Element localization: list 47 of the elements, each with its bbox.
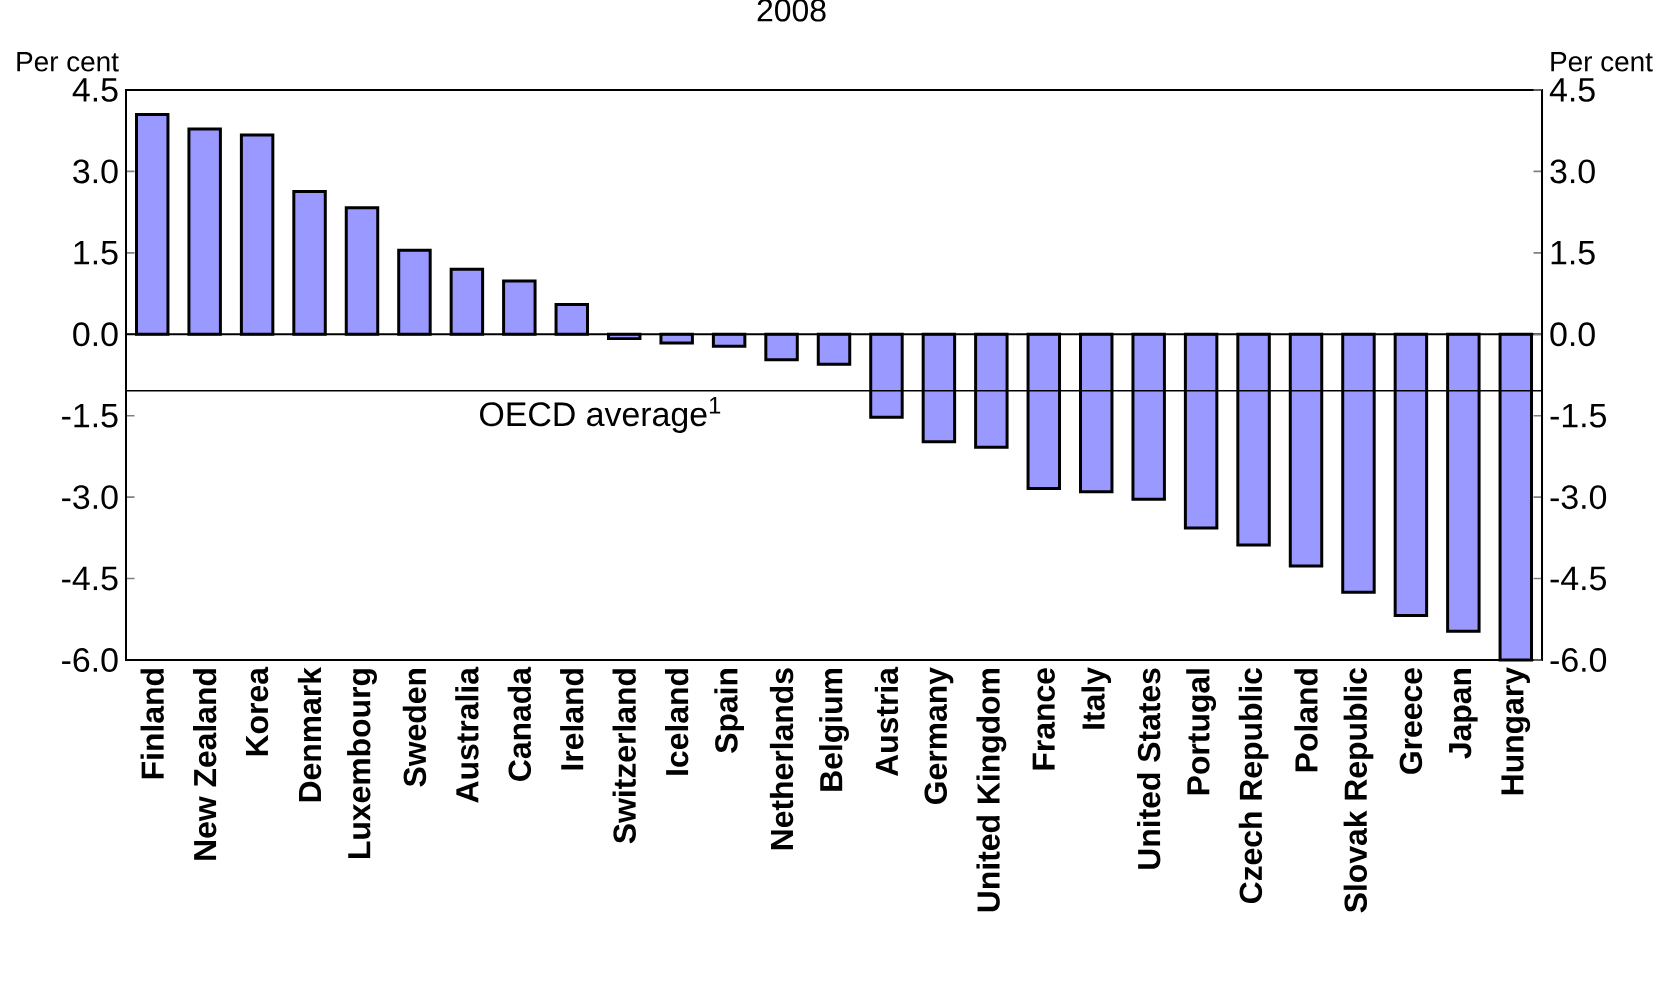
y2-tick-label: 0.0 [1550, 322, 1595, 347]
x-tick-label: Slovak Republic [1343, 668, 1374, 913]
x-tick-label: Iceland [664, 669, 689, 775]
x-tick-label: United States [1136, 668, 1161, 869]
y-tick-label: 4.5 [72, 78, 118, 102]
x-tick-label: Belgium [819, 669, 849, 791]
y2-tick-label: -1.5 [1550, 403, 1606, 428]
x-tick-label: Switzerland [612, 669, 636, 844]
x-tick-label: Ireland [560, 669, 584, 770]
x-tick-label: Canada [507, 666, 532, 781]
chart-title: 2008 [757, 0, 826, 22]
x-tick-label: Portugal [1186, 669, 1217, 795]
x-tick-label: New Zealand [192, 669, 217, 860]
y-tick-label: 3.0 [73, 159, 118, 184]
y-tick-label: -3.0 [62, 485, 118, 510]
x-tick-label: Korea [245, 666, 269, 756]
x-tick-label: Czech Republic [1238, 668, 1269, 904]
x-tick-label: Japan [1449, 669, 1478, 759]
x-tick-label: Finland [140, 669, 164, 779]
y-tick-label: -6.0 [62, 648, 118, 672]
x-tick-label: Spain [714, 669, 744, 753]
y-tick-label: -1.5 [62, 403, 118, 428]
y-tick-label: -4.5 [62, 566, 118, 591]
x-tick-label: France [1032, 668, 1055, 770]
x-tick-label: Sweden [402, 669, 427, 787]
x-tick-label: Poland [1294, 669, 1318, 772]
y2-axis-title: Per cent [1551, 52, 1653, 72]
y-tick-label: 1.5 [74, 241, 118, 265]
x-tick-label: Hungary [1501, 667, 1531, 795]
x-tick-label: Denmark [297, 667, 322, 802]
y2-tick-label: 3.0 [1550, 159, 1595, 184]
y2-tick-label: 4.5 [1549, 78, 1595, 102]
y2-tick-label: 1.5 [1551, 241, 1595, 265]
x-tick-label: Australia [455, 666, 479, 803]
ref-line-label: OECD average$^{1}$ [480, 397, 721, 433]
x-tick-label: United Kingdom [976, 669, 1007, 912]
y2-tick-label: -4.5 [1550, 566, 1606, 591]
y-axis-title: Per cent [17, 52, 119, 72]
x-tick-label: Austria [874, 666, 899, 777]
x-tick-label: Italy [1081, 667, 1112, 729]
x-tick-label: Greece [1399, 668, 1423, 774]
y-tick-label: 0.0 [73, 322, 118, 347]
y2-tick-label: -6.0 [1550, 648, 1607, 672]
x-tick-label: Netherlands [769, 668, 794, 850]
x-tick-label: Luxembourg [347, 669, 377, 858]
x-tick-label: Germany [924, 667, 954, 804]
y2-tick-label: -3.0 [1550, 485, 1607, 510]
